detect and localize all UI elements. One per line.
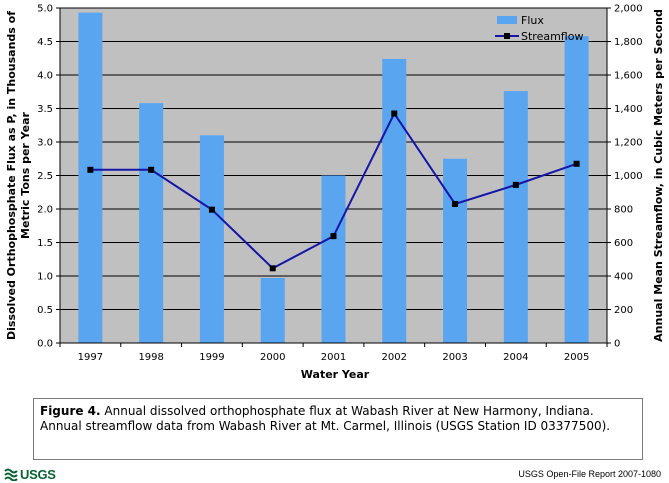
y2-tick-label: 400 xyxy=(614,272,633,283)
bar-flux-2005 xyxy=(564,36,589,343)
usgs-logo-text: USGS xyxy=(20,466,56,482)
usgs-wave-icon xyxy=(4,468,18,481)
legend-streamflow-label: Streamflow xyxy=(521,30,583,43)
y-tick-label: 0.5 xyxy=(37,305,53,316)
y-tick-label: 0.0 xyxy=(37,339,53,350)
chart: 0.00.51.01.52.02.53.03.54.04.55.0 020040… xyxy=(5,4,665,382)
x-tick-label: 2003 xyxy=(442,352,467,363)
y2-tick-label: 600 xyxy=(614,238,633,249)
x-tick-label: 2005 xyxy=(564,352,589,363)
legend-streamflow-marker xyxy=(504,33,510,39)
x-tick-label: 2000 xyxy=(260,352,285,363)
y2-axis-label: Annual Mean Streamflow, in Cubic Meters … xyxy=(652,9,665,342)
bar-flux-1998 xyxy=(139,103,164,343)
streamflow-line xyxy=(87,110,580,272)
y2-tick-label: 1,200 xyxy=(614,138,643,149)
point-streamflow-2002 xyxy=(391,110,398,117)
point-streamflow-2003 xyxy=(452,200,459,207)
y-tick-label: 5.0 xyxy=(37,4,53,15)
point-streamflow-2001 xyxy=(330,233,337,240)
x-tick-label: 1999 xyxy=(199,352,224,363)
y2-tick-label: 800 xyxy=(614,205,633,216)
legend: Flux Streamflow xyxy=(495,14,583,43)
point-streamflow-1998 xyxy=(148,166,155,173)
y-axis-label: Dissolved Orthophosphate Flux as P, in T… xyxy=(5,11,18,340)
point-streamflow-2000 xyxy=(269,265,276,272)
legend-flux-swatch xyxy=(497,16,517,24)
y2-tick-label: 1,400 xyxy=(614,104,643,115)
y-tick-label: 3.5 xyxy=(37,104,53,115)
x-axis-label: Water Year xyxy=(301,368,370,381)
usgs-logo: USGS xyxy=(4,466,56,482)
x-tick-label: 1998 xyxy=(138,352,163,363)
figure-caption-text: Annual dissolved orthophosphate flux at … xyxy=(40,404,611,433)
y-tick-label: 1.5 xyxy=(37,238,53,249)
bar-flux-2001 xyxy=(321,175,346,343)
y-tick-label: 1.0 xyxy=(37,272,53,283)
flux-bars xyxy=(78,12,589,344)
x-axis-ticks: 1997 1998 1999 2000 2001 2002 2003 2004 2005 xyxy=(59,343,608,363)
x-tick-label: 2002 xyxy=(382,352,407,363)
bar-flux-2003 xyxy=(443,158,468,343)
y-tick-label: 2.0 xyxy=(37,205,53,216)
y2-tick-label: 2,000 xyxy=(614,4,643,15)
y-tick-label: 3.0 xyxy=(37,138,53,149)
report-id: USGS Open-File Report 2007-1080 xyxy=(518,469,661,479)
bar-flux-2000 xyxy=(260,278,285,343)
y2-axis-ticks: 0 200 400 600 800 1,000 1,200 1,400 1,600 1,800 2,… xyxy=(607,4,643,350)
y-axis-label-line2: Metric Tons per Year xyxy=(19,111,32,238)
y2-tick-label: 1,000 xyxy=(614,171,643,182)
point-streamflow-1997 xyxy=(87,166,94,173)
y-tick-label: 2.5 xyxy=(37,171,53,182)
figure-caption: Figure 4. Annual dissolved orthophosphat… xyxy=(33,398,643,460)
y-axis-ticks: 0.0 0.5 1.0 1.5 2.0 2.5 3.0 3.5 4.0 4.5 5.0 xyxy=(37,4,60,350)
x-tick-label: 1997 xyxy=(78,352,103,363)
y-tick-label: 4.0 xyxy=(37,71,53,82)
y2-tick-label: 1,800 xyxy=(614,37,643,48)
point-streamflow-1999 xyxy=(208,206,215,213)
y2-tick-label: 200 xyxy=(614,305,633,316)
bar-flux-2002 xyxy=(382,58,407,344)
bar-flux-1999 xyxy=(199,135,224,343)
x-tick-label: 2004 xyxy=(503,352,528,363)
legend-flux-label: Flux xyxy=(521,14,544,27)
point-streamflow-2005 xyxy=(573,160,580,167)
bar-flux-1997 xyxy=(78,12,103,343)
point-streamflow-2004 xyxy=(512,181,519,188)
y2-tick-label: 1,600 xyxy=(614,71,643,82)
y2-tick-label: 0 xyxy=(614,339,620,350)
y-tick-label: 4.5 xyxy=(37,37,53,48)
figure-label: Figure 4. xyxy=(40,404,101,418)
bar-flux-2004 xyxy=(503,91,528,343)
x-tick-label: 2001 xyxy=(321,352,346,363)
